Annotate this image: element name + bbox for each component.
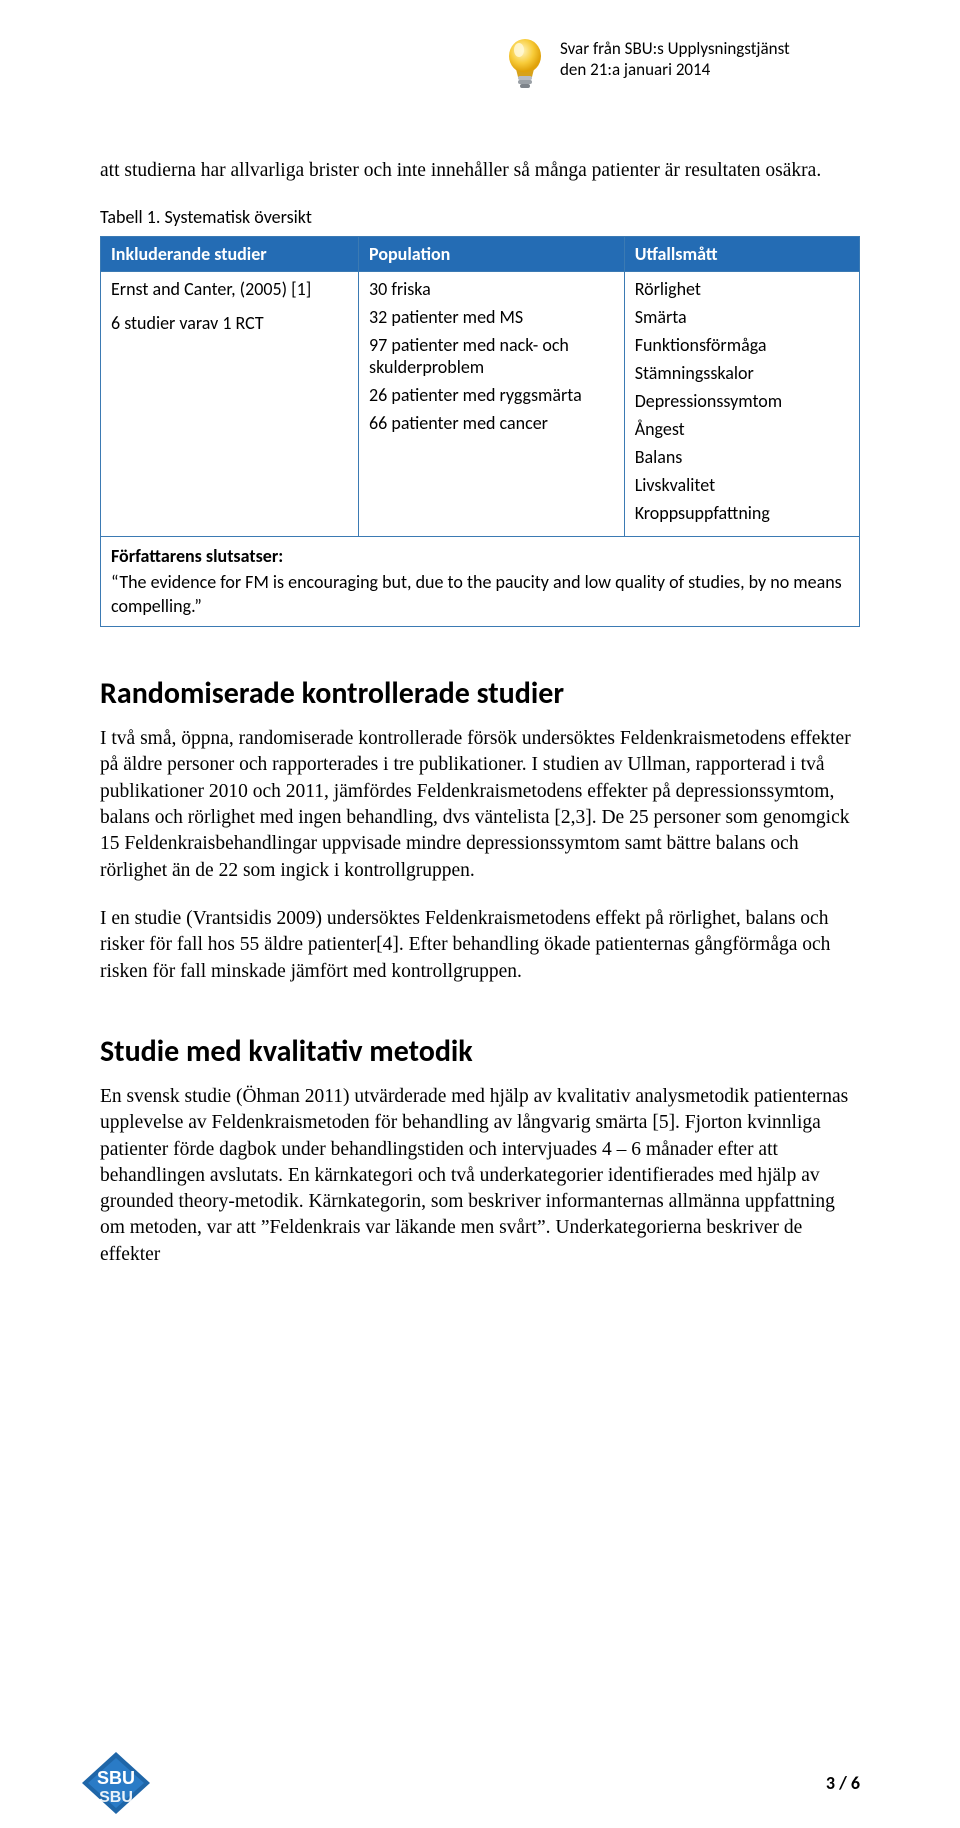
- outcome-line: Balans: [635, 446, 849, 468]
- page-number: 3 / 6: [826, 1772, 860, 1794]
- population-line: 97 patienter med nack- och skulderproble…: [369, 334, 614, 378]
- section1-p2: I en studie (Vrantsidis 2009) undersökte…: [100, 906, 860, 985]
- population-line: 30 friska: [369, 278, 614, 300]
- doc-header: Svar från SBU:s Upplysningstjänst den 21…: [500, 38, 860, 81]
- table-header-col1: Inkluderande studier: [101, 237, 359, 272]
- outcome-line: Ångest: [635, 418, 849, 440]
- section2-p1: En svensk studie (Öhman 2011) utvärderad…: [100, 1084, 860, 1268]
- section1-p1: I två små, öppna, randomiserade kontroll…: [100, 726, 860, 884]
- header-line-2: den 21:a januari 2014: [500, 59, 860, 80]
- population-line: 26 patienter med ryggsmärta: [369, 384, 614, 406]
- section2-title: Studie med kvalitativ metodik: [100, 1033, 860, 1070]
- outcome-line: Smärta: [635, 306, 849, 328]
- population-line: 66 patienter med cancer: [369, 412, 614, 434]
- outcome-line: Rörlighet: [635, 278, 849, 300]
- table-header-col3: Utfallsmått: [624, 237, 859, 272]
- lightbulb-icon: [500, 36, 550, 91]
- conclusions-quote: “The evidence for FM is encouraging but,…: [111, 571, 849, 618]
- study-count: 6 studier varav 1 RCT: [111, 312, 348, 334]
- outcome-line: Depressionssymtom: [635, 390, 849, 412]
- outcome-line: Stämningsskalor: [635, 362, 849, 384]
- header-line-1: Svar från SBU:s Upplysningstjänst: [500, 38, 860, 59]
- svg-text:SBU: SBU: [99, 1789, 133, 1806]
- table-footer-row: Författarens slutsatser: “The evidence f…: [101, 537, 860, 627]
- conclusions-label: Författarens slutsatser:: [111, 545, 849, 567]
- table-header-col2: Population: [359, 237, 625, 272]
- overview-table: Inkluderande studier Population Utfallsm…: [100, 236, 860, 627]
- intro-paragraph: att studierna har allvarliga brister och…: [100, 158, 860, 184]
- outcome-line: Funktionsförmåga: [635, 334, 849, 356]
- outcome-line: Kroppsuppfattning: [635, 502, 849, 524]
- table-row: Ernst and Canter, (2005) [1] 6 studier v…: [101, 272, 860, 537]
- svg-text:SBU: SBU: [97, 1768, 135, 1788]
- outcome-line: Livskvalitet: [635, 474, 849, 496]
- population-line: 32 patienter med MS: [369, 306, 614, 328]
- section1-title: Randomiserade kontrollerade studier: [100, 675, 860, 712]
- study-ref: Ernst and Canter, (2005) [1]: [111, 278, 348, 300]
- page-number-text: 3 / 6: [826, 1772, 860, 1794]
- sbu-logo-icon: SBU SBU: [80, 1750, 152, 1816]
- table-caption: Tabell 1. Systematisk översikt: [100, 206, 860, 228]
